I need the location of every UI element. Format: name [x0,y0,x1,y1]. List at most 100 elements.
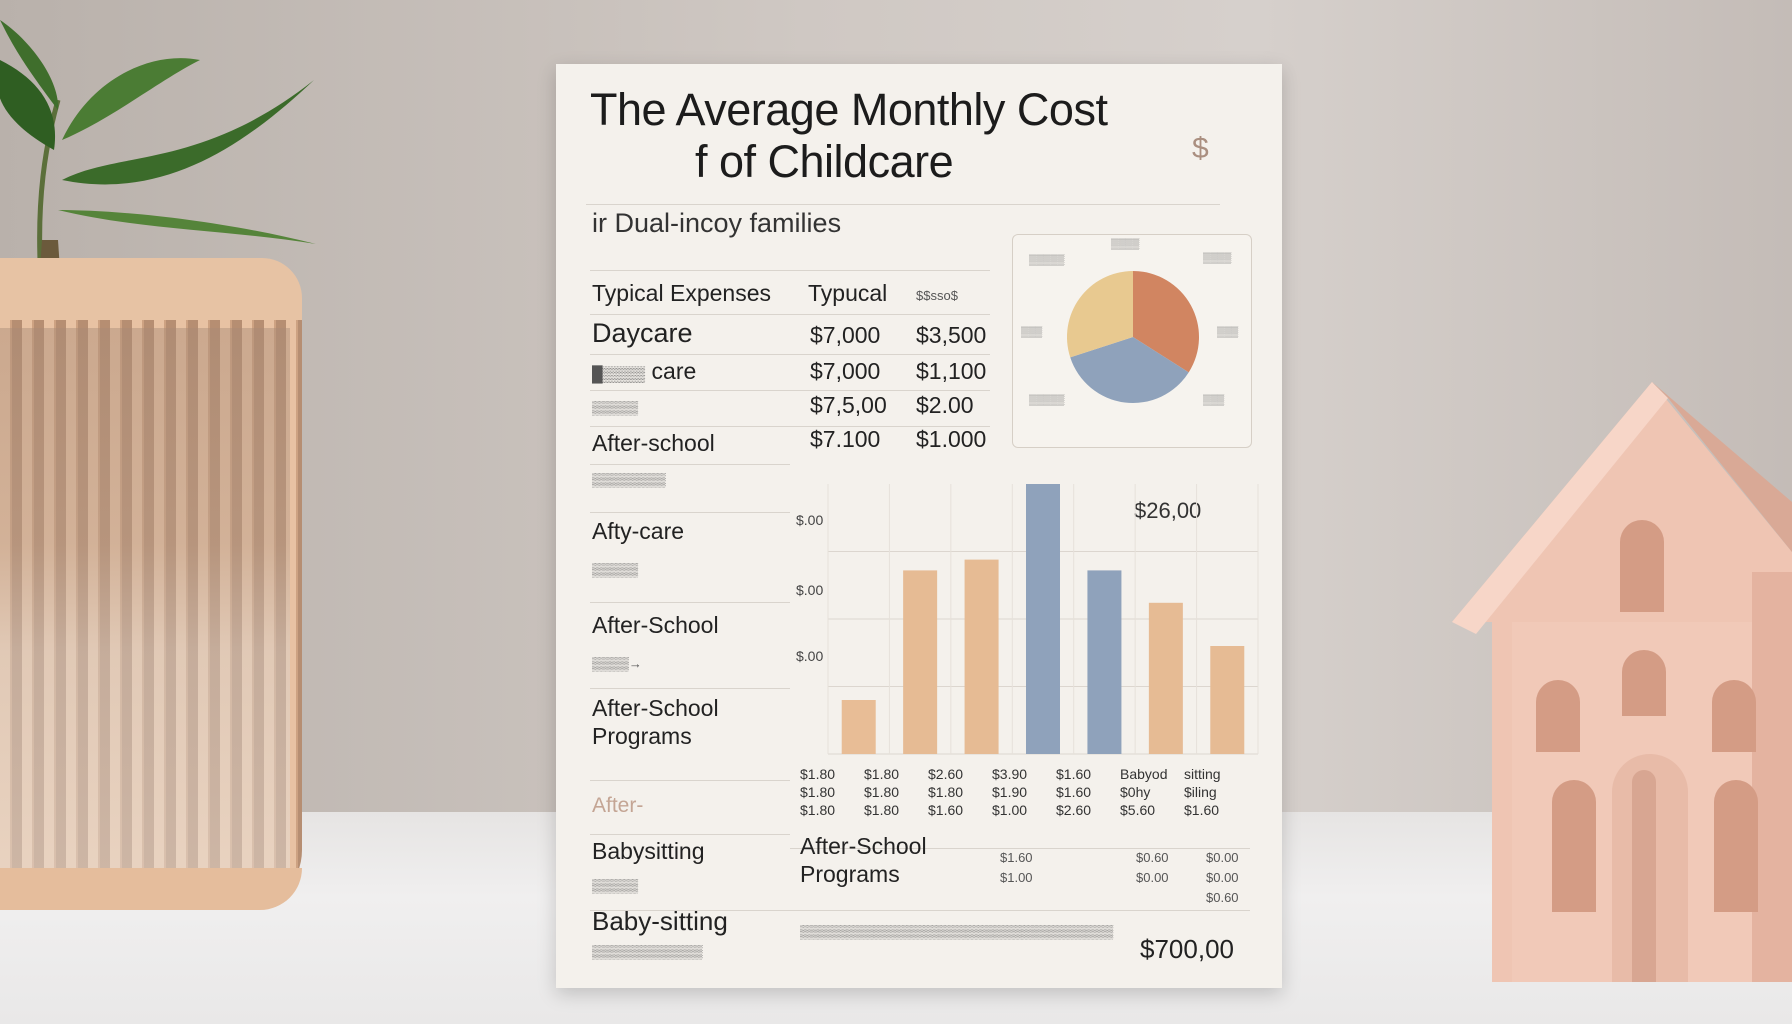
divider [586,204,1220,205]
pie-chart [1067,271,1199,403]
bottom-small-value: $0.60 [1136,850,1169,865]
row-value-1: $7.100 [810,426,881,452]
x-tick-label: $1.80 [928,784,964,800]
blurred-text: ▒▒▒▒▒▒▒▒ [592,472,666,487]
x-tick-label: $1.00 [992,802,1028,818]
x-tick-label: $0hy [1120,784,1151,800]
bar-5 [1148,602,1183,754]
pie-tick-label: ▒▒▒ [1203,395,1225,406]
blurred-text: ▒▒▒▒▒▒▒▒▒▒▒▒▒▒▒▒▒▒▒▒▒▒▒▒▒▒▒▒▒▒▒▒▒▒ [800,924,1114,939]
x-tick-label: $1.80 [800,802,836,818]
after-school-programs-bottom: After-School Programs [800,833,927,887]
divider [590,512,790,513]
x-tick-label: $2.60 [1056,802,1092,818]
divider [790,848,1250,849]
bottom-small-value: $0.00 [1206,850,1239,865]
bar-chart [827,484,1259,755]
bottom-small-value: $0.00 [1136,870,1169,885]
x-tick-label: $1.80 [864,802,900,818]
dollar-coin-icon: $ [1192,132,1209,165]
cost-poster: The Average Monthly Cost f of Childcare … [556,64,1282,988]
x-tick-label: Babyod [1120,766,1168,782]
blurred-text: ▒▒▒▒→ [592,656,642,671]
pie-tick-label: ▒▒▒▒ [1111,239,1140,250]
planter [0,258,302,930]
planter-slats [0,314,302,910]
pie-tick-label: ▒▒▒▒▒ [1029,255,1065,266]
divider [590,426,990,427]
row-value-1: $7,000 [810,322,881,348]
x-tick-label: $1.60 [928,802,964,818]
divider [590,910,1250,911]
label-after-school-programs: After-School Programs [592,695,719,749]
x-tick-label: $1.60 [1056,784,1092,800]
divider [590,354,990,355]
row-label-after-school: After-school [592,430,715,456]
row-value-1: $7,5,00 [810,392,887,418]
divider [590,270,990,271]
bottom-small-value: $0.60 [1206,890,1239,905]
x-tick-label: $1.80 [800,766,836,782]
pie-chart-panel: ▒▒▒▒ ▒▒▒▒▒ ▒▒▒▒ ▒▒▒ ▒▒▒ ▒▒▒▒▒ ▒▒▒ [1012,234,1252,448]
bar-1 [903,570,938,754]
x-tick-label: $1.60 [1184,802,1220,818]
pie-tick-label: ▒▒▒▒▒ [1029,395,1065,406]
label-after-school: After-School [592,612,719,638]
poster-title: The Average Monthly Cost f of Childcare [590,84,1190,188]
x-tick-label: $3.90 [992,766,1028,782]
row-label-blurred: ▒▒▒▒▒ [592,400,639,415]
label-baby-sitting: Baby-sitting [592,906,728,936]
x-tick-grid: $1.80 $1.80 $2.60 $3.90 $1.60 Babyod sitting $1… [800,766,1240,846]
x-tick-label: $1.60 [1056,766,1092,782]
y-tick-label: $.00 [796,648,824,664]
row-label-care: █▒▒▒▒ care [592,358,697,384]
bottom-small-value: $0.00 [1206,870,1239,885]
pie-slice-1 [1070,337,1189,403]
bar-2 [964,559,999,754]
planter-base [0,868,302,910]
divider [590,780,790,781]
blurred-text: ▒▒▒▒▒▒▒▒▒▒▒▒ [592,944,703,959]
y-tick-label: $.00 [796,512,824,528]
x-tick-label: $5.60 [1120,802,1156,818]
x-tick-label: $1.80 [864,784,900,800]
x-tick-label: sitting [1184,766,1221,782]
bottom-total-value: $700,00 [1140,934,1234,964]
bar-chart-value-label: $26,00 [1134,498,1202,523]
divider [590,834,790,835]
pie-tick-label: ▒▒▒ [1021,327,1043,338]
divider [590,464,790,465]
x-tick-label: $1.90 [992,784,1028,800]
pie-tick-label: ▒▒▒▒ [1203,253,1232,264]
divider [590,688,790,689]
divider [590,390,990,391]
x-tick-label: $iling [1184,784,1217,800]
x-tick-label: $1.80 [800,784,836,800]
pie-slice-2 [1067,271,1133,358]
row-value-1: $7,000 [810,358,881,384]
divider [590,602,790,603]
row-value-2: $1.000 [916,426,987,452]
poster-title-line1: The Average Monthly Cost [590,84,1108,135]
blurred-text: ▒▒▒▒▒ [592,562,639,577]
table-header-typical: Typucal [808,280,888,306]
planter-rim [0,258,302,320]
label-afty-care: Afty-care [592,518,685,544]
row-value-2: $2.00 [916,392,974,418]
planter-inner [0,328,290,868]
bottom-small-value: $1.00 [1000,870,1033,885]
plant-leaves [0,20,316,270]
pie-tick-label: ▒▒▒ [1217,327,1239,338]
pie-slice-0 [1133,271,1199,373]
blurred-text: ▒▒▒▒▒ [592,878,639,893]
bar-3 [1026,484,1060,754]
row-value-2: $3,500 [916,322,987,348]
x-tick-label: $1.80 [864,766,900,782]
row-value-2: $1,100 [916,358,987,384]
row-label-daycare: Daycare [592,318,693,348]
bar-0 [841,700,876,754]
bar-6 [1210,646,1245,754]
poster-subtitle: ir Dual-incoy families [592,208,842,238]
y-tick-label: $.00 [796,582,824,598]
table-header-cost: $$sso$ [916,288,958,303]
